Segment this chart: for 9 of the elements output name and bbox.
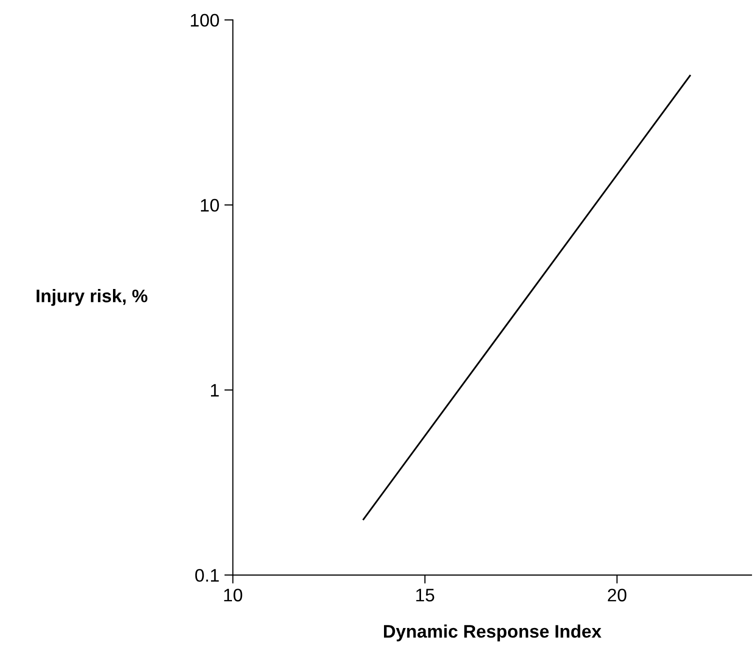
x-axis-title: Dynamic Response Index — [384, 624, 602, 642]
y-tick-label: 10 — [200, 198, 219, 212]
y-tick-label: 100 — [190, 14, 219, 27]
y-axis-title: Injury risk, % — [36, 289, 148, 306]
y-tick-label: 0.1 — [195, 568, 219, 582]
x-tick-label: 10 — [224, 588, 242, 602]
x-tick-label: 15 — [416, 588, 434, 602]
y-tick-label: 1 — [210, 384, 219, 397]
x-tick-label: 20 — [608, 588, 626, 602]
